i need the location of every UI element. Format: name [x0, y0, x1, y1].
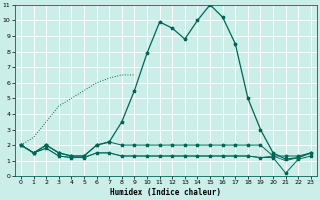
X-axis label: Humidex (Indice chaleur): Humidex (Indice chaleur)	[110, 188, 221, 197]
